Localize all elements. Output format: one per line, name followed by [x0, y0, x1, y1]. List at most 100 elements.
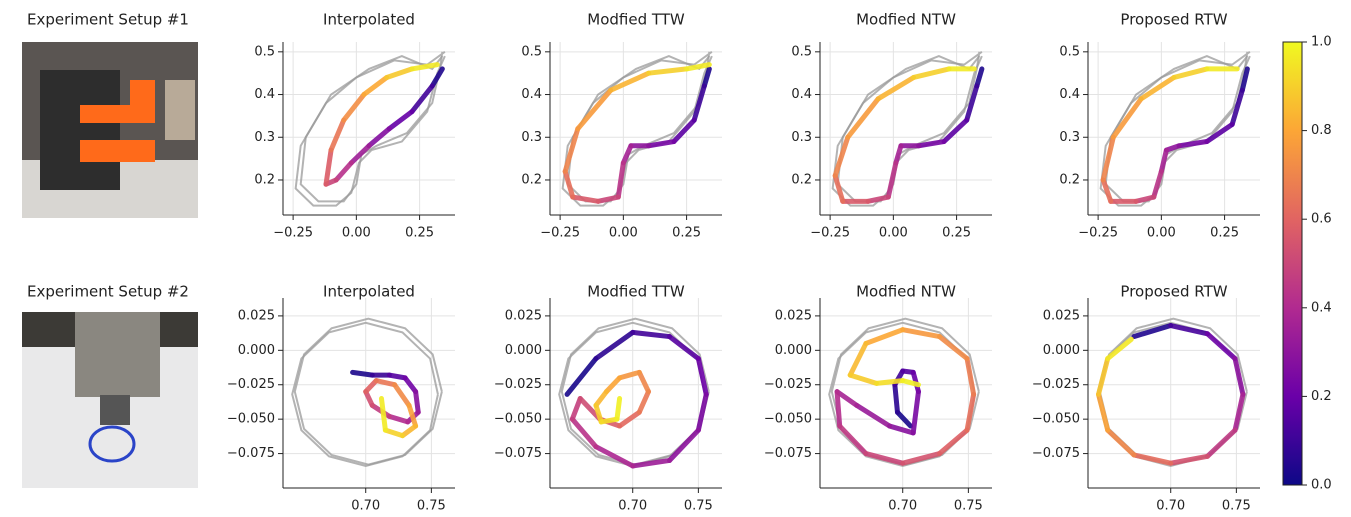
- x-tick-label: −0.25: [1078, 226, 1118, 241]
- trajectory-segment: [402, 375, 419, 395]
- trajectory-segment: [575, 87, 614, 132]
- trajectory-segment: [562, 168, 576, 200]
- trajectory-segment: [1239, 66, 1250, 93]
- trajectory-segment: [964, 356, 977, 397]
- y-tick-label: −0.050: [764, 412, 812, 427]
- y-tick-label: −0.075: [764, 446, 812, 461]
- demo-trajectory: [299, 51, 446, 203]
- subplot-title: Modfied NTW: [856, 283, 956, 301]
- y-tick-label: −0.050: [1032, 412, 1080, 427]
- trajectory-segment: [562, 126, 581, 174]
- trajectory-segment: [1204, 331, 1238, 362]
- trajectory-segment: [887, 423, 916, 436]
- trajectory-segment: [350, 369, 375, 378]
- y-tick-label: 0.5: [254, 44, 275, 59]
- x-tick-label: 0.70: [618, 499, 647, 514]
- trajectory-segment: [900, 451, 942, 466]
- trajectory-segment: [666, 334, 701, 362]
- trajectory-segment: [615, 160, 626, 200]
- x-tick-label: 0.25: [405, 226, 434, 241]
- trajectory-segment: [409, 83, 435, 115]
- trajectory-segment: [875, 74, 917, 102]
- trajectory-segment: [1158, 147, 1169, 174]
- subplot-title: Proposed RTW: [1120, 283, 1227, 301]
- trajectory-segment: [1171, 66, 1210, 80]
- trajectory-segment: [832, 134, 851, 179]
- x-tick-label: 0.00: [609, 226, 638, 241]
- trajectory-segment: [603, 375, 623, 395]
- colorbar-tick-label: 0.4: [1311, 300, 1332, 315]
- x-tick-label: 0.00: [879, 226, 908, 241]
- y-tick-label: 0.3: [254, 130, 275, 145]
- trajectory-segment: [964, 391, 977, 433]
- photo-setup-1: [22, 42, 198, 218]
- x-tick-label: 0.25: [1210, 226, 1239, 241]
- subplot-title: Interpolated: [323, 11, 415, 29]
- x-tick-label: −0.25: [273, 226, 313, 241]
- x-tick-label: 0.70: [888, 499, 917, 514]
- trajectory-segment: [1176, 139, 1210, 149]
- trajectory-segment: [348, 143, 372, 166]
- y-tick-label: −0.025: [227, 377, 275, 392]
- trajectory-segment: [1138, 74, 1177, 102]
- y-tick-label: 0.2: [521, 172, 542, 187]
- trajectory-segment: [620, 143, 634, 166]
- demo-trajectory: [293, 317, 443, 466]
- y-tick-label: 0.4: [254, 87, 275, 102]
- trajectory-segment: [413, 389, 421, 415]
- trajectory-segment: [701, 66, 712, 89]
- trajectory-segment: [614, 396, 623, 422]
- colorbar-tick-label: 1.0: [1311, 35, 1332, 50]
- x-tick-label: 0.25: [672, 226, 701, 241]
- demo-trajectory: [830, 317, 980, 466]
- trajectory-segment: [608, 70, 652, 93]
- subplot-title: Modfied NTW: [856, 11, 956, 29]
- trajectory-segment: [1110, 96, 1144, 140]
- demo-trajectory: [561, 55, 713, 207]
- trajectory-segment: [570, 194, 601, 204]
- trajectory-segment: [691, 83, 707, 123]
- y-tick-label: 0.000: [1043, 343, 1080, 358]
- trajectory-segment: [1100, 177, 1114, 204]
- y-tick-label: 0.2: [1059, 172, 1080, 187]
- colorbar-tick-label: 0.2: [1311, 389, 1332, 404]
- subplot-title: Modfied TTW: [587, 11, 685, 29]
- y-tick-label: 0.5: [521, 44, 542, 59]
- trajectory-segment: [595, 194, 621, 204]
- trajectory-segment: [695, 356, 709, 397]
- trajectory-segment: [847, 340, 869, 378]
- y-tick-label: −0.075: [227, 446, 275, 461]
- y-tick-label: 0.025: [238, 308, 275, 323]
- y-tick-label: 0.3: [521, 130, 542, 145]
- colorbar-tick-label: 0.6: [1311, 212, 1332, 227]
- demo-trajectory: [831, 55, 983, 207]
- trajectory-segment: [941, 117, 970, 145]
- trajectory-segment: [893, 143, 904, 166]
- trajectory-segment: [577, 396, 603, 422]
- demo-trajectory: [1099, 55, 1251, 207]
- trajectory-segment: [1168, 323, 1210, 337]
- y-tick-label: 0.2: [254, 172, 275, 187]
- trajectory-segment: [1133, 194, 1157, 204]
- trajectory-segment: [845, 96, 881, 140]
- trajectory-segment: [1232, 391, 1246, 433]
- trajectory-segment: [363, 389, 375, 408]
- trajectory-segment: [936, 334, 970, 362]
- trajectory-segment: [964, 83, 980, 123]
- trajectory-segment: [847, 372, 879, 386]
- y-tick-label: −0.025: [764, 377, 812, 392]
- x-tick-label: 0.75: [1222, 499, 1251, 514]
- trajectory-segment: [666, 427, 701, 463]
- y-tick-label: 0.4: [1059, 87, 1080, 102]
- colorbar-tick-label: 0.8: [1311, 123, 1332, 138]
- y-tick-label: −0.075: [1032, 446, 1080, 461]
- y-tick-label: 0.2: [791, 172, 812, 187]
- trajectory-segment: [593, 402, 604, 425]
- trajectory-segment: [1151, 168, 1164, 200]
- x-tick-label: 0.70: [1156, 499, 1185, 514]
- trajectory-segment: [363, 378, 379, 395]
- x-tick-label: 0.70: [351, 499, 380, 514]
- trajectory-segment: [386, 109, 415, 132]
- x-tick-label: 0.00: [342, 226, 371, 241]
- trajectory-segment: [1168, 453, 1210, 466]
